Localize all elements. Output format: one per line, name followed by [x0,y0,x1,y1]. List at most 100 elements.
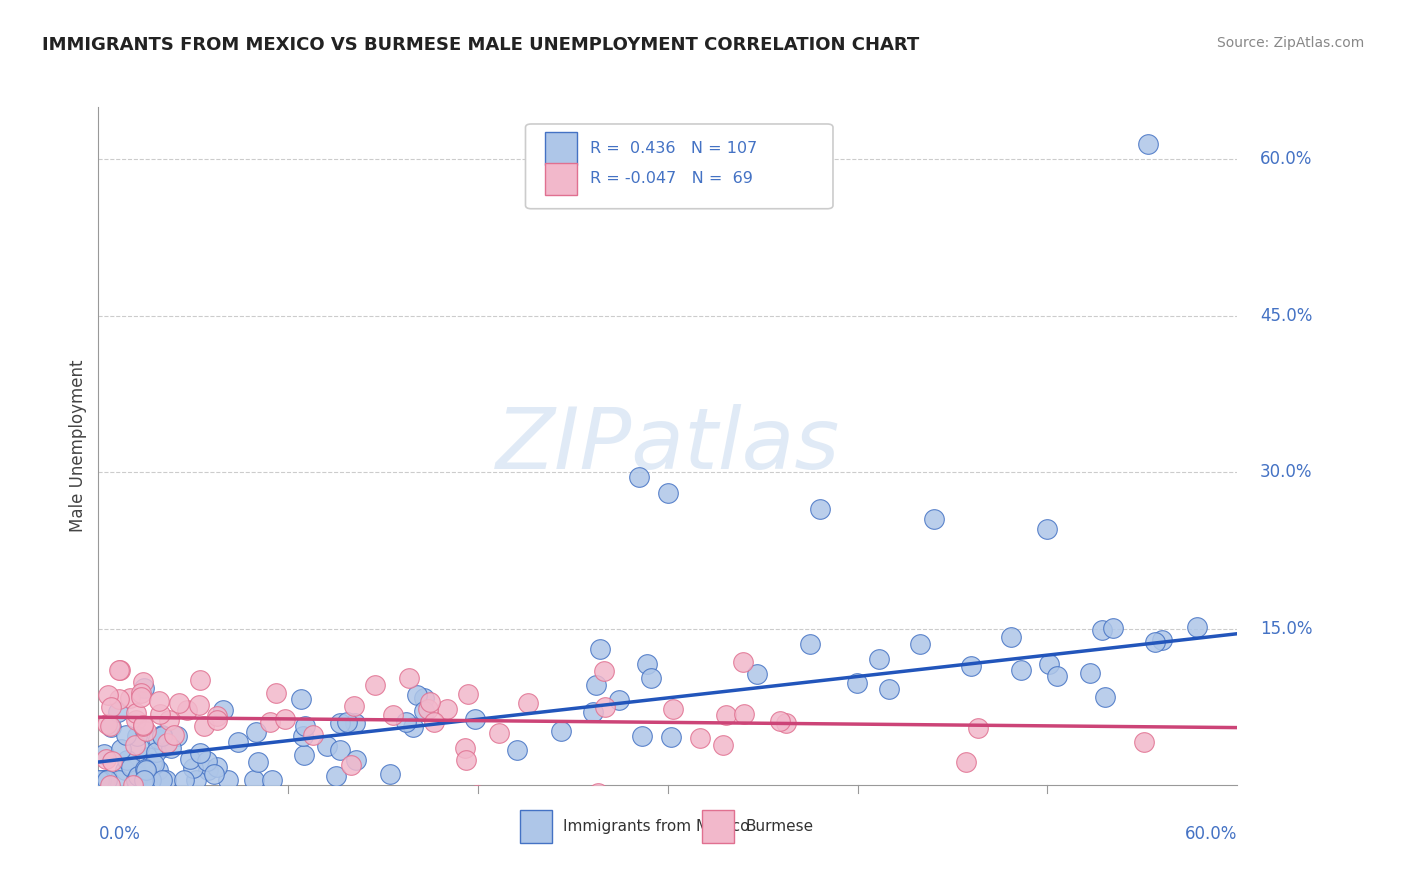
Point [139,772,162,787]
Point [179,752,201,766]
Point [593,665,616,679]
Point [689,731,711,745]
Point [877,682,900,697]
Point [419,695,441,709]
Point [465,797,488,811]
Point [108,691,131,706]
Point [733,707,755,722]
Point [107,663,129,677]
Point [205,760,228,774]
Point [122,778,145,792]
Y-axis label: Male Unemployment: Male Unemployment [69,359,87,533]
Point [156,736,179,750]
Point [775,715,797,730]
Point [412,704,434,718]
Point [960,659,983,673]
Text: 60.0%: 60.0% [1185,824,1237,843]
Point [100,754,122,768]
Text: ZIPatlas: ZIPatlas [496,404,839,488]
Point [329,743,352,757]
Point [259,715,281,730]
Point [247,755,270,769]
Point [423,714,446,729]
Point [936,799,959,814]
Point [176,703,198,717]
Text: 0.0%: 0.0% [98,824,141,843]
Point [160,741,183,756]
Point [413,691,436,706]
Text: 15.0%: 15.0% [1260,620,1313,638]
FancyBboxPatch shape [702,810,734,843]
Point [205,709,228,723]
Point [149,706,172,721]
Point [153,739,176,754]
Point [714,708,737,723]
Point [488,725,510,739]
Point [129,686,152,700]
Point [1036,523,1059,537]
Text: Immigrants from Mexico: Immigrants from Mexico [562,819,749,834]
Point [1152,633,1174,648]
Point [436,701,458,715]
Point [96,772,118,787]
Point [193,718,215,732]
Point [155,772,177,787]
Point [245,725,267,739]
Point [264,686,287,700]
Point [454,753,477,767]
Text: 30.0%: 30.0% [1260,463,1313,481]
Point [325,769,347,783]
Point [457,687,479,701]
Point [550,723,572,738]
Point [163,728,186,742]
Point [132,675,155,690]
Point [108,663,131,677]
Point [416,702,439,716]
Point [340,758,363,772]
Point [955,755,977,769]
Point [166,729,188,743]
Point [197,763,219,777]
Point [290,692,312,706]
Point [127,772,149,787]
Point [145,745,167,759]
Point [966,721,988,735]
Text: 60.0%: 60.0% [1260,150,1312,169]
Point [581,705,603,719]
Point [217,772,239,787]
Point [659,730,682,744]
Point [671,795,693,809]
Point [107,705,129,719]
Point [141,756,163,770]
Point [157,713,180,727]
Point [516,697,538,711]
Point [1094,690,1116,704]
Point [134,772,156,787]
Point [146,763,169,777]
Point [173,772,195,787]
Point [188,746,211,760]
Point [135,724,157,739]
Point [1185,620,1208,634]
Text: 45.0%: 45.0% [1260,307,1312,325]
Point [139,772,162,787]
Text: R = -0.047   N =  69: R = -0.047 N = 69 [591,171,754,186]
Point [808,501,831,516]
Point [127,729,149,743]
Point [124,714,146,728]
Point [799,637,821,651]
Point [593,700,616,714]
Point [733,656,755,670]
Point [195,754,218,768]
Point [134,762,156,776]
Point [150,728,173,742]
Point [184,772,207,787]
Point [630,729,652,743]
Point [274,712,297,726]
Point [846,676,869,690]
Point [380,766,402,780]
Point [97,688,120,702]
Point [136,750,159,764]
Point [108,772,131,787]
Point [1046,669,1069,683]
